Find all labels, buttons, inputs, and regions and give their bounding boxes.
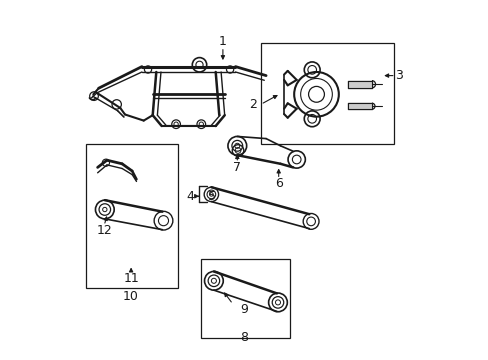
Text: 2: 2 — [249, 98, 257, 111]
Bar — [347, 81, 371, 88]
Bar — [201, 259, 289, 338]
Bar — [347, 103, 371, 109]
Bar — [86, 144, 178, 288]
Text: 12: 12 — [96, 224, 112, 237]
Text: 11: 11 — [123, 273, 139, 285]
Text: 7: 7 — [233, 161, 241, 174]
Text: 4: 4 — [186, 190, 194, 203]
Text: 10: 10 — [123, 291, 139, 303]
Text: 6: 6 — [274, 177, 282, 190]
Text: 5: 5 — [208, 190, 216, 203]
Text: 1: 1 — [219, 35, 226, 48]
Text: 8: 8 — [240, 331, 248, 344]
Text: 3: 3 — [395, 69, 403, 82]
Text: 9: 9 — [240, 303, 248, 316]
Bar — [260, 43, 393, 144]
